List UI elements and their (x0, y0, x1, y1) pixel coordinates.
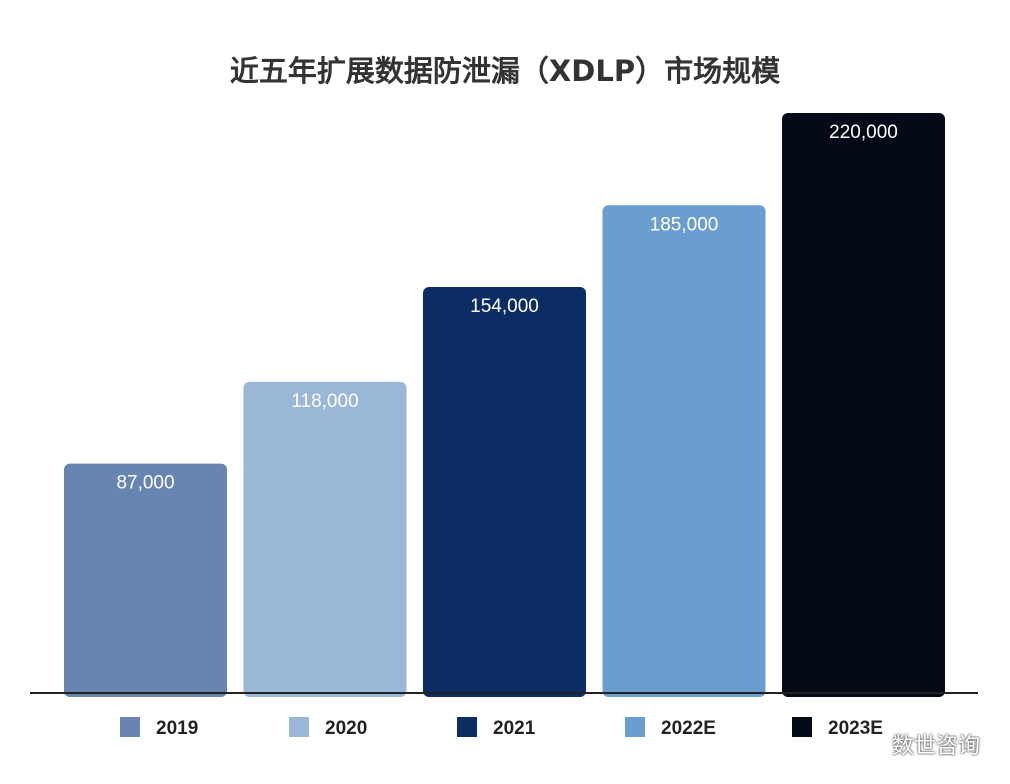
legend-swatch-2023e (792, 717, 812, 737)
legend-label-2022e: 2022E (661, 718, 716, 739)
data-label-2022e: 185,000 (650, 214, 719, 235)
data-label-2020: 118,000 (291, 391, 358, 412)
legend-swatch-2021 (457, 717, 477, 737)
watermark: 数世咨询 (856, 728, 980, 760)
legend-label-2020: 2020 (325, 718, 367, 739)
legend-swatch-2020 (289, 717, 309, 737)
bar-2021 (423, 287, 586, 697)
watermark-text: 数世咨询 (891, 734, 980, 759)
data-label-2019: 87,000 (116, 473, 174, 494)
legend-label-2019: 2019 (156, 718, 198, 739)
legend-label-2021: 2021 (493, 718, 536, 739)
wechat-icon (856, 733, 884, 754)
bar-2019 (64, 463, 227, 697)
legend-swatch-2019 (120, 717, 140, 737)
bar-2022e (602, 205, 766, 698)
legend: 2019 2020 2021 2022E 2023E (120, 717, 883, 739)
data-label-2021: 154,000 (470, 296, 539, 317)
legend-swatch-2022e (625, 717, 645, 737)
bar-2023e (782, 113, 945, 697)
bar-2020 (243, 381, 407, 697)
chart-title: 近五年扩展数据防泄漏（XDLP）市场规模 (230, 54, 781, 88)
data-label-2023e: 220,000 (829, 122, 898, 143)
bars-group: 87,000 118,000 154,000 185,000 220,000 (64, 113, 945, 698)
